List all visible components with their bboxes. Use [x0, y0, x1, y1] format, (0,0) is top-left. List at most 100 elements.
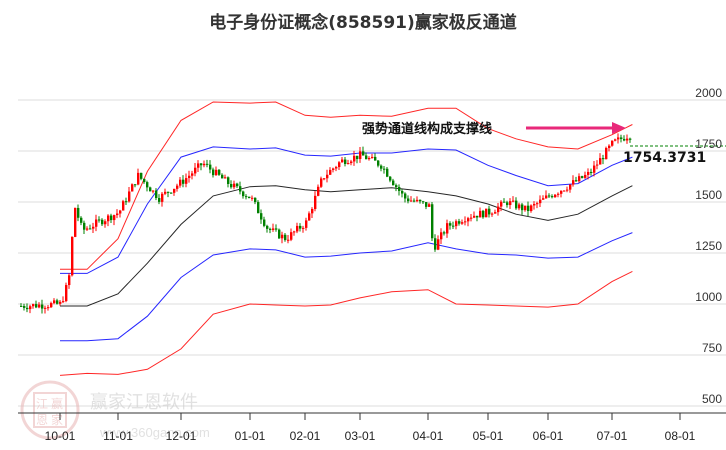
candle-body	[308, 213, 311, 221]
watermark-seal-char: 家	[51, 412, 63, 427]
candle-body	[293, 231, 296, 233]
candle-body	[404, 193, 407, 199]
candle-body	[548, 195, 551, 197]
y-tick-label: 1250	[695, 239, 722, 253]
candle-body	[332, 168, 335, 170]
candle-body	[266, 225, 269, 229]
candle-body	[374, 156, 377, 161]
candle-body	[179, 179, 182, 186]
candle-body	[422, 201, 425, 203]
candle-body	[161, 193, 164, 202]
x-tick-label: 07-01	[597, 429, 628, 443]
candle-body	[509, 201, 512, 206]
candle-body	[356, 155, 359, 160]
candle-body	[395, 185, 398, 188]
candle-body	[608, 145, 611, 149]
gridlines	[18, 99, 726, 407]
candle-body	[371, 156, 374, 159]
candle-body	[497, 206, 500, 213]
candle-body	[368, 158, 371, 160]
candle-body	[557, 193, 560, 195]
x-tick-label: 10-01	[45, 429, 76, 443]
candle-body	[35, 304, 38, 308]
candle-body	[200, 163, 203, 166]
candle-body	[32, 304, 35, 307]
y-tick-label: 750	[702, 341, 722, 355]
watermark-seal-char: 赢	[51, 396, 63, 411]
candle-body	[263, 219, 266, 226]
candle-body	[479, 210, 482, 218]
candle-body	[302, 227, 305, 229]
x-tick-label: 08-01	[665, 429, 696, 443]
candle-body	[182, 179, 185, 184]
candle-body	[419, 199, 422, 202]
candle-body	[569, 184, 572, 190]
candle-body	[500, 201, 503, 207]
candle-body	[248, 196, 251, 199]
candle-body	[56, 300, 59, 304]
candle-body	[290, 232, 293, 240]
candle-body	[506, 202, 509, 206]
candle-body	[131, 184, 134, 192]
candle-body	[251, 197, 254, 199]
candle-body	[65, 285, 68, 302]
support-annotation: 强势通道线构成支撑线 1754.3731	[362, 121, 706, 166]
candle-body	[524, 205, 527, 211]
candle-body	[104, 221, 107, 225]
candle-body	[452, 225, 455, 227]
candle-body	[74, 207, 77, 237]
candle-body	[614, 139, 617, 141]
y-tick-label: 1500	[695, 188, 722, 202]
candle-body	[542, 198, 545, 200]
candle-body	[593, 165, 596, 173]
candle-body	[23, 306, 26, 308]
candle-body	[434, 238, 437, 250]
candle-body	[194, 167, 197, 174]
candle-body	[563, 190, 566, 192]
candle-body	[398, 187, 401, 191]
candle-body	[236, 183, 239, 187]
candle-body	[545, 195, 548, 199]
candle-body	[626, 138, 629, 141]
candle-body	[572, 180, 575, 185]
candle-body	[218, 169, 221, 175]
candle-body	[329, 169, 332, 175]
candle-body	[503, 201, 506, 203]
arrow-head-icon	[612, 122, 626, 134]
candle-body	[605, 148, 608, 160]
candle-body	[191, 173, 194, 176]
candle-body	[299, 225, 302, 229]
channel-line	[59, 270, 633, 376]
candle-body	[533, 203, 536, 206]
candle-body	[170, 192, 173, 194]
candle-body	[26, 307, 29, 310]
candle-body	[83, 222, 86, 230]
candle-body	[578, 176, 581, 182]
candle-body	[29, 306, 32, 310]
watermark-seal-char: 江	[36, 397, 48, 411]
candle-body	[164, 191, 167, 194]
candle-body	[137, 172, 140, 185]
candle-body	[623, 138, 626, 141]
x-tick-label: 02-01	[290, 429, 321, 443]
candle-body	[554, 194, 557, 198]
candle-body	[245, 196, 248, 198]
candle-body	[20, 305, 23, 307]
y-axis: 2000 1750 1500 1250 1000 750 500	[695, 86, 722, 406]
candle-body	[485, 208, 488, 218]
watermark-seal-icon	[20, 380, 80, 440]
candle-body	[518, 204, 521, 209]
candle-body	[416, 199, 419, 202]
candle-body	[173, 188, 176, 193]
candle-body	[233, 183, 236, 188]
candle-body	[512, 200, 515, 202]
candle-body	[227, 177, 230, 184]
candle-body	[464, 221, 467, 223]
x-axis: 10-01 11-01 12-01 01-01 02-01 03-01 04-01 05-01…	[45, 413, 696, 443]
candle-body	[221, 174, 224, 179]
channel-line	[60, 185, 633, 307]
candle-body	[86, 228, 89, 230]
candle-body	[596, 164, 599, 166]
candle-body	[278, 229, 281, 239]
candle-body	[446, 223, 449, 234]
